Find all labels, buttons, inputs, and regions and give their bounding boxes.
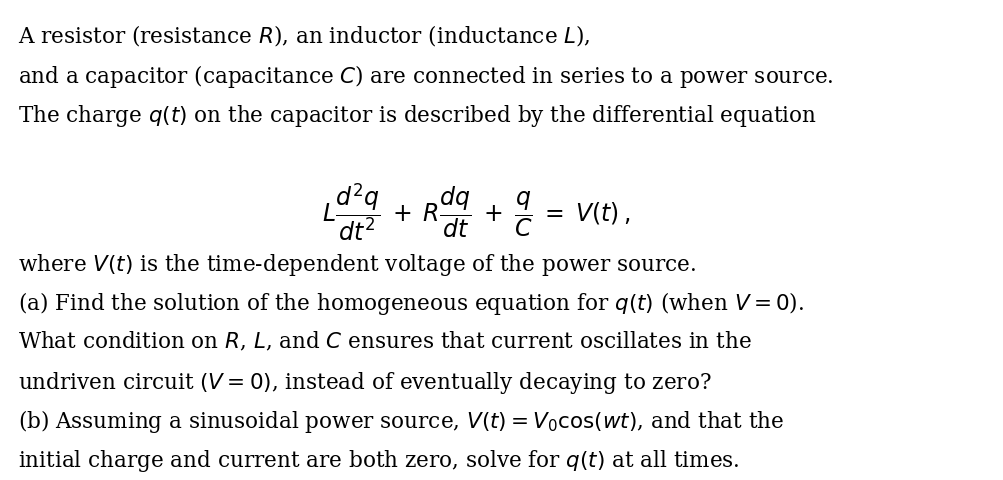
Text: What condition on $R$, $L$, and $C$ ensures that current oscillates in the: What condition on $R$, $L$, and $C$ ensu… xyxy=(18,329,751,352)
Text: The charge $q(t)$ on the capacitor is described by the differential equation: The charge $q(t)$ on the capacitor is de… xyxy=(18,103,816,129)
Text: undriven circuit $(V=0)$, instead of eventually decaying to zero?: undriven circuit $(V=0)$, instead of eve… xyxy=(18,369,711,395)
Text: $L\dfrac{d^2q}{dt^2}\;+\;R\dfrac{dq}{dt}\;+\;\dfrac{q}{C}\;=\;V(t)\,,$: $L\dfrac{d^2q}{dt^2}\;+\;R\dfrac{dq}{dt}… xyxy=(322,180,630,242)
Text: initial charge and current are both zero, solve for $q(t)$ at all times.: initial charge and current are both zero… xyxy=(18,447,739,473)
Text: (b) Assuming a sinusoidal power source, $V(t)=V_0\cos(wt)$, and that the: (b) Assuming a sinusoidal power source, … xyxy=(18,407,784,434)
Text: A resistor (resistance $R$), an inductor (inductance $L$),: A resistor (resistance $R$), an inductor… xyxy=(18,23,591,48)
Text: and a capacitor (capacitance $C$) are connected in series to a power source.: and a capacitor (capacitance $C$) are co… xyxy=(18,63,833,90)
Text: (a) Find the solution of the homogeneous equation for $q(t)$ (when $V=0$).: (a) Find the solution of the homogeneous… xyxy=(18,289,803,316)
Text: where $V(t)$ is the time-dependent voltage of the power source.: where $V(t)$ is the time-dependent volta… xyxy=(18,252,696,277)
